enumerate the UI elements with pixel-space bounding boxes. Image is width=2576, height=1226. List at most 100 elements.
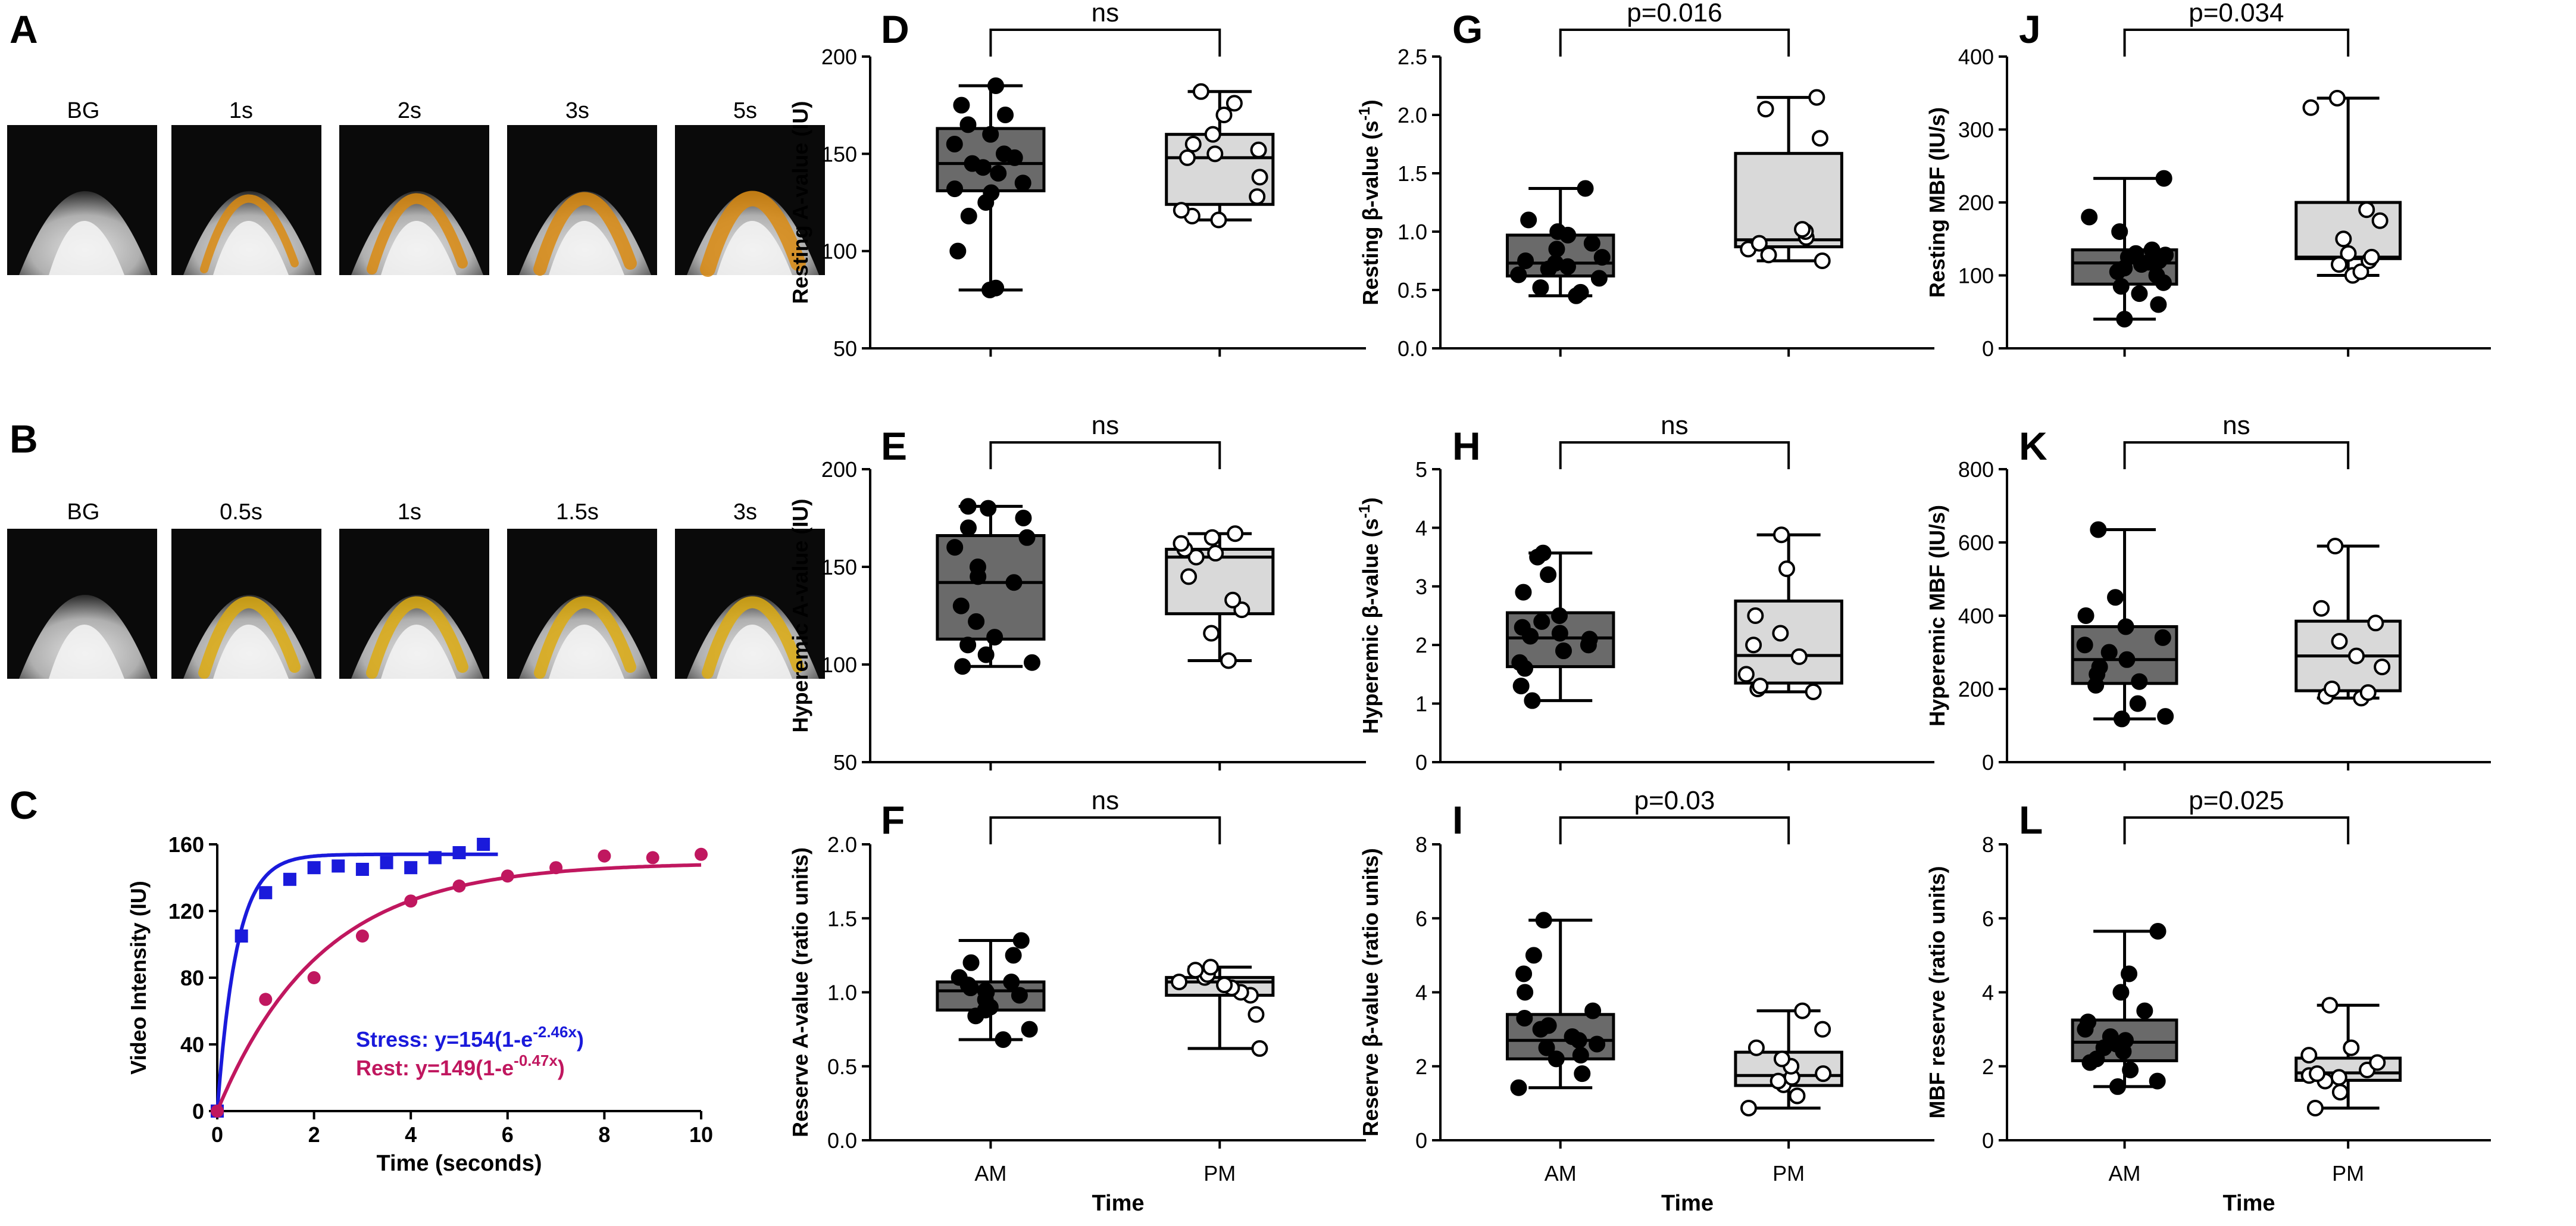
y-axis-label-text: Reserve β-value (ratio units) (1358, 848, 1383, 1136)
data-point (1227, 525, 1244, 542)
data-point (1224, 591, 1242, 609)
box-group-am (1505, 912, 1615, 1096)
data-point (954, 658, 971, 675)
data-point (2107, 589, 2124, 606)
boxplot-panel-j: J 0 100 200 300 400 Resting MBF (IU/s) p=0.034 (1925, 0, 2491, 361)
c-point-stress (332, 859, 345, 873)
y-axis-label-text: Resting β-value (s (1358, 121, 1383, 305)
data-point (946, 136, 963, 152)
c-equation-suffix: ) (577, 1027, 584, 1052)
data-point (2327, 538, 2344, 555)
data-point (1589, 1035, 1606, 1053)
data-point (1005, 574, 1023, 591)
data-point (1555, 642, 1572, 660)
frame-label-a-3: 3s (565, 98, 589, 123)
y-tick-label: 2.0 (1398, 103, 1427, 127)
frame-label-a-4: 5s (733, 98, 757, 123)
significance-label: ns (1661, 411, 1688, 440)
echo-image-a-4 (675, 125, 825, 277)
x-axis-label: Time (2222, 1191, 2275, 1216)
c-equation-exponent: -2.46x (533, 1023, 577, 1041)
data-point (1015, 510, 1032, 526)
c-equation-suffix: ) (558, 1056, 565, 1080)
echo-myocardium-contrast (198, 596, 301, 679)
data-point (1249, 188, 1266, 205)
data-point (2348, 647, 2365, 665)
data-point (1770, 1072, 1787, 1090)
data-point (2309, 1065, 2326, 1083)
data-point (2081, 208, 2098, 226)
data-point (2330, 1069, 2347, 1086)
data-point (1226, 95, 1243, 112)
data-point (1747, 607, 1764, 624)
data-point (2122, 1061, 2139, 1078)
data-point (1512, 678, 1530, 695)
y-tick-label: 1.5 (1398, 161, 1427, 186)
data-point (1187, 962, 1204, 979)
y-tick-label: 0.5 (1398, 278, 1427, 302)
box-group-am (2071, 922, 2178, 1095)
y-tick-label: 2 (1415, 1055, 1427, 1079)
data-point (2154, 629, 2171, 646)
data-point (980, 500, 997, 517)
y-tick-label: 150 (821, 555, 857, 579)
data-point (2117, 1032, 2134, 1049)
c-point-rest (501, 869, 514, 883)
panel-letter-h: H (1452, 424, 1481, 468)
box-iqr (936, 534, 1046, 641)
echo-myocardium-contrast (533, 192, 637, 276)
c-y-tick-label: 0 (192, 1099, 204, 1124)
data-point (1548, 241, 1565, 258)
data-point (2102, 1028, 2119, 1046)
frame-label-b-4: 3s (733, 500, 757, 525)
data-point (2113, 710, 2130, 728)
echo-image-b-2 (339, 529, 489, 679)
data-point (1510, 1079, 1527, 1096)
data-point (2358, 201, 2375, 219)
data-point (1532, 279, 1549, 297)
c-x-tick-label: 8 (598, 1122, 610, 1147)
y-tick-label: 150 (821, 142, 857, 166)
boxplot-panel-l: L 0 2 4 6 8 AM PM Time MBF reserve (ratio units) p… (1925, 786, 2491, 1216)
data-point (1814, 252, 1831, 269)
significance-label: ns (1092, 411, 1119, 440)
c-point-stress (355, 863, 369, 876)
y-tick-label: 4 (1982, 981, 1994, 1005)
echo-image-b-1 (171, 529, 321, 679)
chart-c-intensity-curves: 0 40 80 120 160 0 2 4 6 8 10 Time (seconds) Video In… (126, 832, 713, 1176)
box-group-pm (1734, 1002, 1843, 1116)
data-point (1192, 83, 1209, 100)
data-point (2330, 256, 2347, 273)
data-point (2148, 267, 2165, 284)
y-axis-label: Hyperemic β-value (s-1) (1355, 497, 1383, 734)
data-point (2116, 311, 2133, 327)
data-point (962, 954, 980, 971)
y-tick-label: 300 (1958, 118, 1994, 142)
data-point (1808, 89, 1825, 106)
panel-letter-j: J (2019, 7, 2041, 51)
significance-label: ns (1092, 0, 1119, 27)
y-axis-label-sup: -1 (1355, 107, 1373, 120)
y-tick-label: 600 (1958, 531, 1994, 555)
data-point (1593, 249, 1611, 266)
data-point (1590, 270, 1608, 287)
data-point (2331, 633, 2348, 650)
echo-cavity (381, 221, 457, 275)
c-fit-curve-stress (215, 852, 498, 1112)
y-tick-label: 1.5 (827, 906, 857, 931)
y-tick-label: 0 (1982, 750, 1994, 775)
box-group-pm (2294, 538, 2402, 707)
significance-bracket (2123, 29, 2350, 57)
boxplot-panel-i: I 0 2 4 6 8 AM PM Time Reserve β-value (ratio uni… (1358, 786, 1934, 1216)
box-group-am (936, 77, 1046, 298)
data-point (1772, 625, 1789, 642)
echo-cavity (213, 221, 289, 275)
data-point (964, 155, 981, 172)
data-point (1815, 1065, 1832, 1083)
data-point (1794, 1002, 1811, 1019)
c-point-stress (283, 872, 296, 886)
significance-label: p=0.034 (2189, 0, 2284, 27)
c-point-rest (404, 894, 418, 908)
boxplot-panel-e: E 50 100 150 200 Hyperemic A-value (IU) ns (788, 411, 1366, 775)
